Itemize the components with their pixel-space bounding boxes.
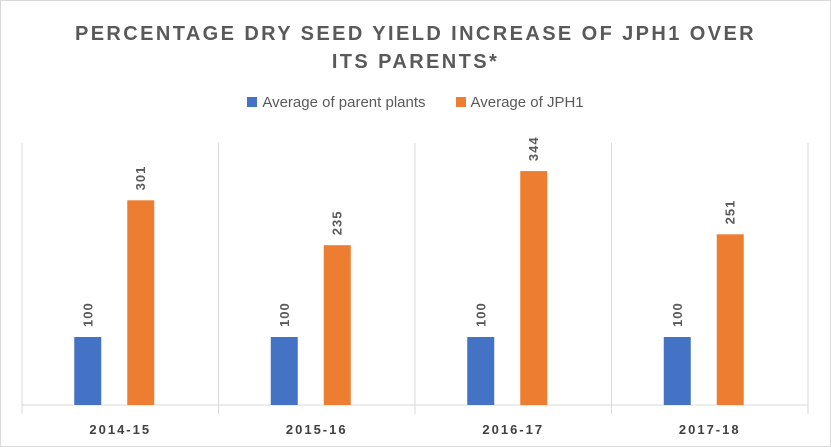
data-label-jph1-2014-15: 301 [133,166,148,191]
bar-parents-2016-17 [467,337,495,405]
legend-label-jph1: Average of JPH1 [470,93,584,111]
legend-swatch-jph1 [455,97,466,107]
legend-label-parents: Average of parent plants [262,93,426,111]
x-tick-label-2014-15: 2014-15 [89,422,151,437]
bar-jph1-2017-18 [716,234,744,405]
data-label-parents-2016-17: 100 [473,302,488,327]
bar-jph1-2016-17 [520,171,548,405]
data-label-jph1-2016-17: 344 [526,136,541,161]
bar-jph1-2014-15 [127,200,155,405]
bar-jph1-2015-16 [323,245,351,405]
data-label-jph1-2015-16: 235 [330,210,345,235]
data-label-parents-2014-15: 100 [80,302,95,327]
data-label-parents-2015-16: 100 [277,302,292,327]
x-tick-label-2015-16: 2015-16 [286,422,348,437]
chart-title: PERCENTAGE DRY SEED YIELD INCREASE OF JP… [0,20,831,76]
bar-parents-2017-18 [663,337,691,405]
chart-title-line-1: PERCENTAGE DRY SEED YIELD INCREASE OF JP… [74,23,757,45]
legend-item-parents: Average of parent plants [247,93,426,111]
x-tick-label-2017-18: 2017-18 [679,422,741,437]
bar-parents-2014-15 [74,337,102,405]
legend-item-jph1: Average of JPH1 [455,93,584,111]
data-label-jph1-2017-18: 251 [723,200,738,225]
chart-legend: Average of parent plants Average of JPH1 [0,92,831,112]
data-label-parents-2017-18: 100 [670,302,685,327]
bar-parents-2015-16 [270,337,298,405]
legend-swatch-parents [247,97,258,107]
chart-title-line-2: ITS PARENTS* [331,51,500,73]
x-tick-label-2016-17: 2016-17 [482,422,544,437]
